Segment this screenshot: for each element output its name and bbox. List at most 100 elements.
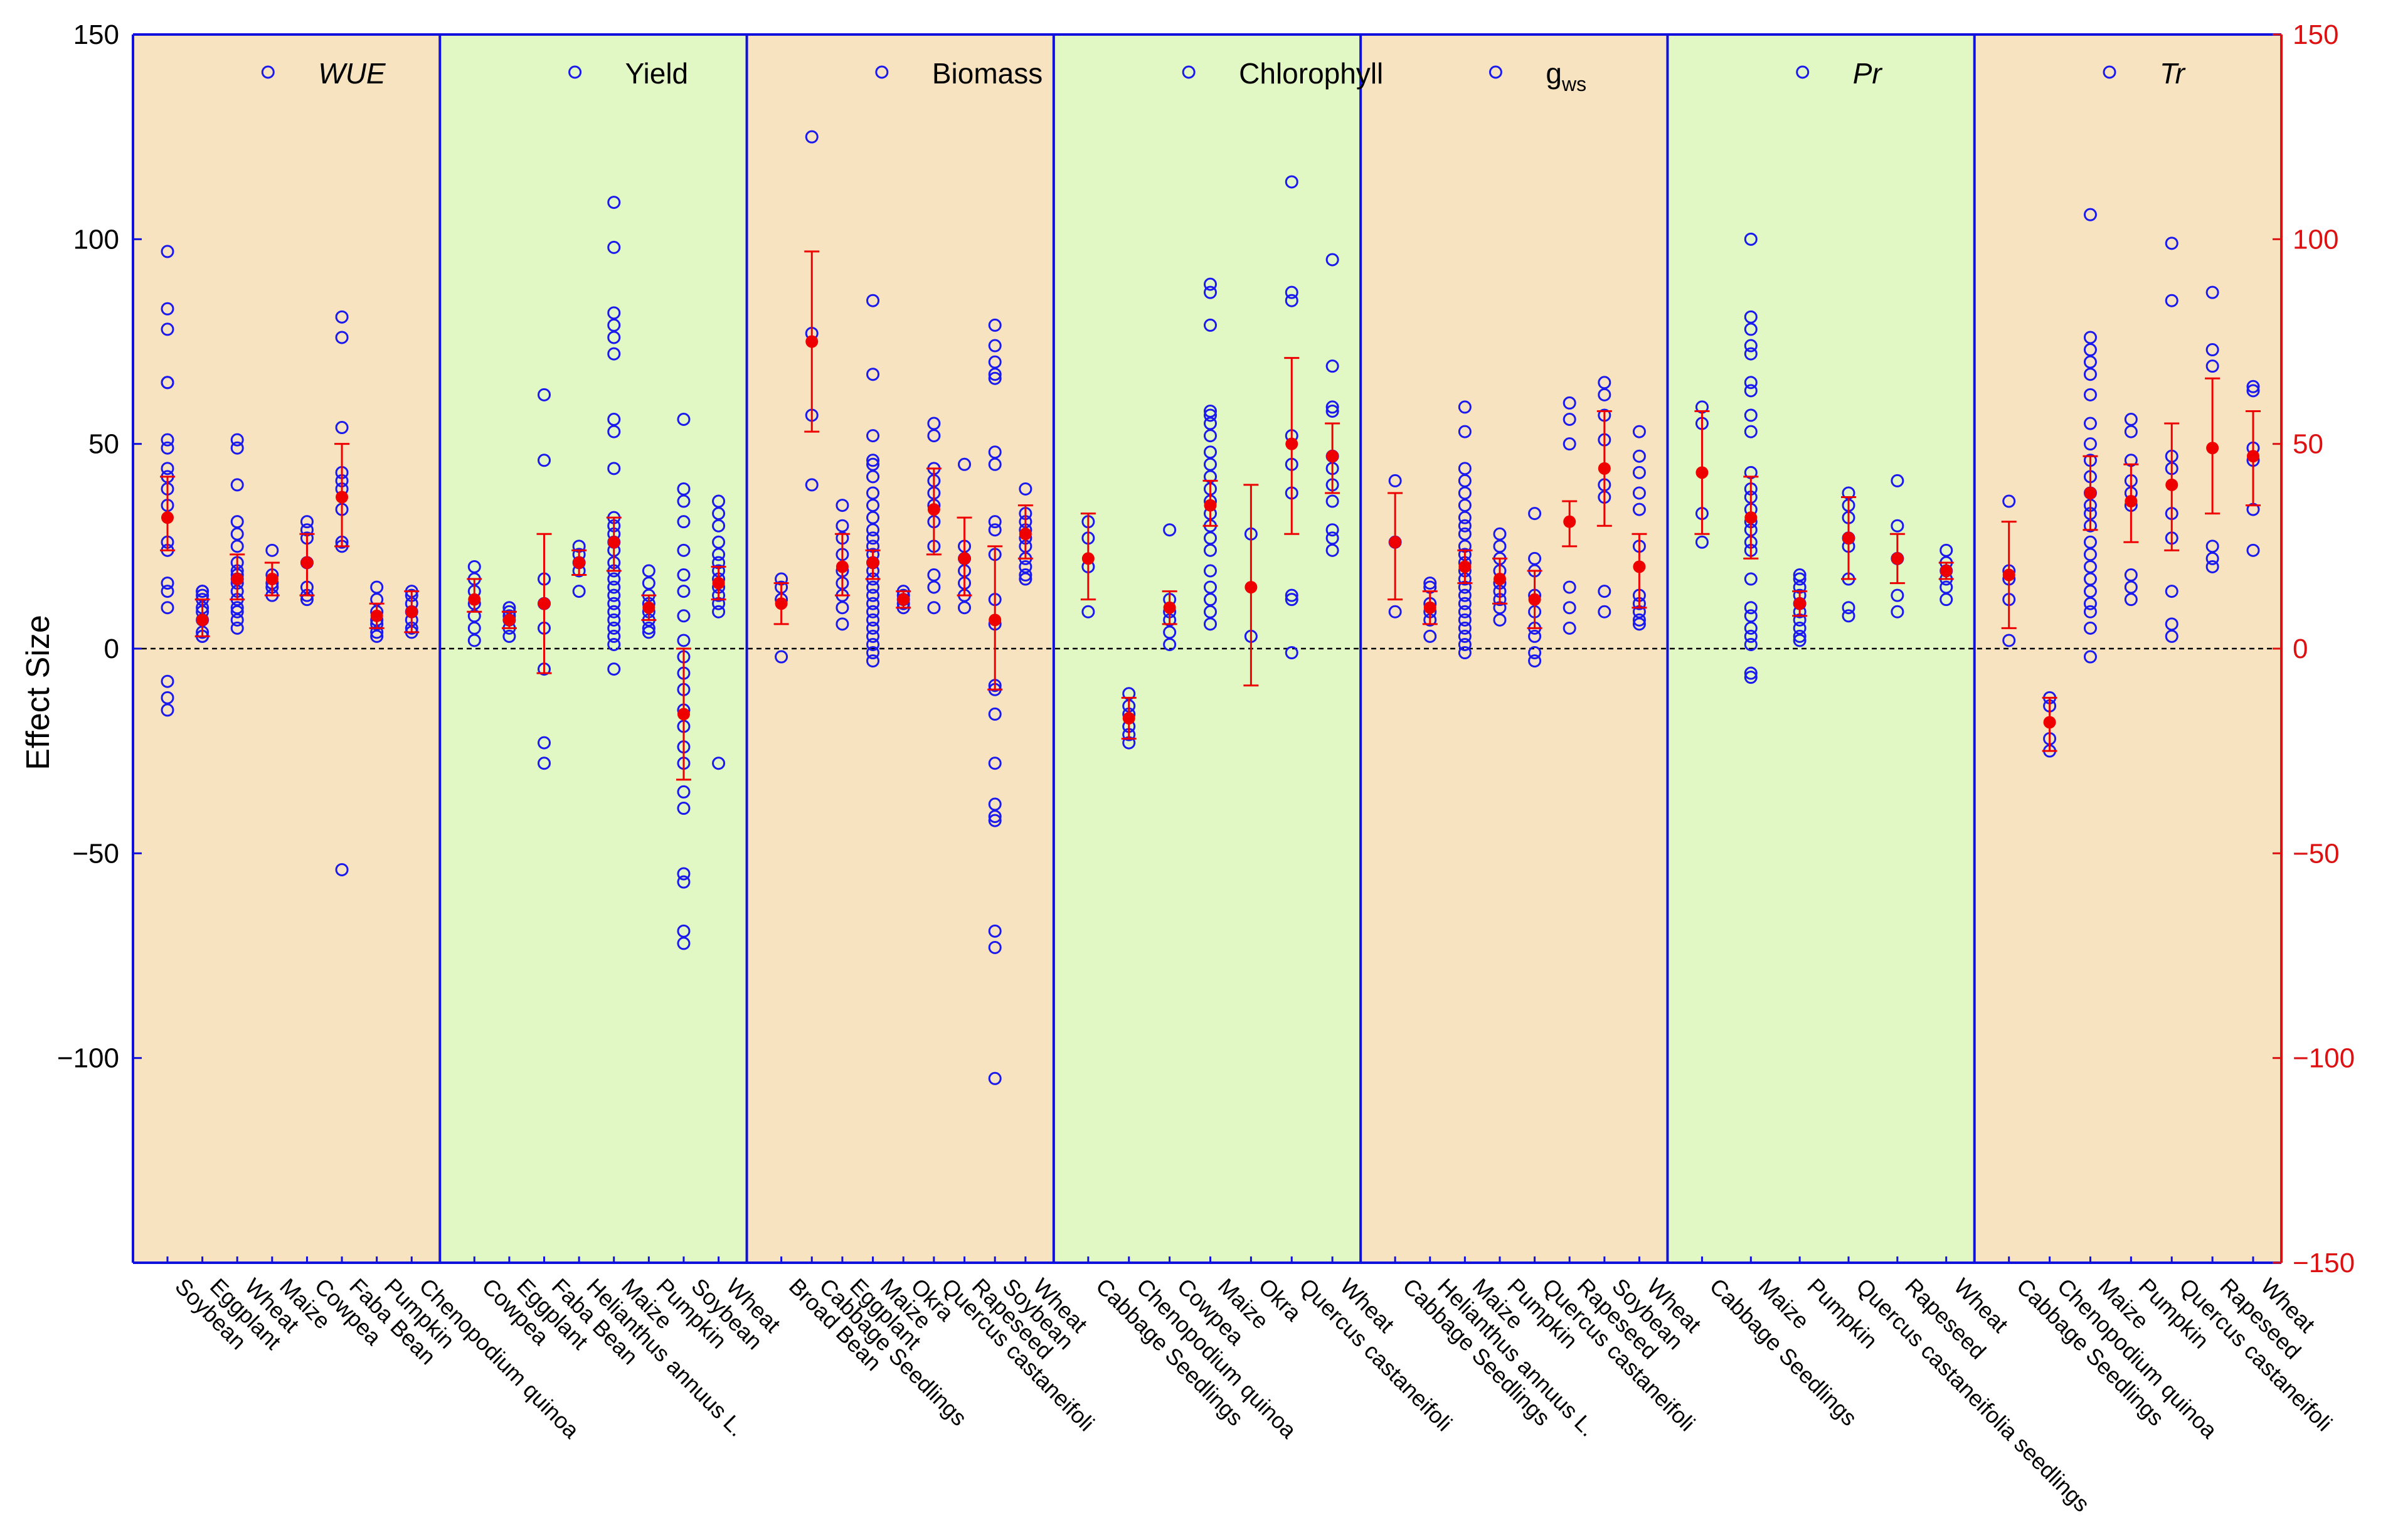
point-wue-wheat-0 — [230, 433, 244, 447]
point-chlorophyll-maize-18 — [1204, 593, 1217, 607]
point-g-ws-maize-15 — [1458, 588, 1472, 602]
right-tick-label-0: 0 — [2293, 634, 2308, 664]
mean-and-ci-markers — [160, 250, 2261, 781]
point-biomass-wheat-0 — [1019, 482, 1032, 496]
point-pr-rapeseed-0 — [1891, 474, 1904, 487]
legend-marker-tr — [2103, 65, 2116, 79]
point-pr-maize-23 — [1744, 666, 1758, 680]
point-g-ws-rapeseed-2 — [1563, 437, 1576, 451]
point-yield-eggplant-5 — [502, 629, 516, 643]
point-wue-wheat-1 — [230, 441, 244, 455]
point-wue-wheat-3 — [230, 515, 244, 529]
point-biomass-maize-20 — [866, 613, 880, 627]
point-g-ws-pumpkin-0 — [1493, 527, 1507, 541]
point-tr-wheat-1 — [2246, 384, 2260, 398]
point-yield-wheat-2 — [712, 519, 726, 533]
mean-wue-chenopodium-quinoa — [405, 605, 418, 619]
point-biomass-soybean-14 — [988, 707, 1002, 721]
mean-chlorophyll-maize — [1204, 499, 1217, 512]
point-biomass-maize-1 — [866, 368, 880, 381]
point-yield-maize-5 — [607, 347, 621, 361]
point-pr-maize-8 — [1744, 425, 1758, 438]
point-yield-maize-16 — [607, 572, 621, 586]
point-tr-cabbage-seedlings-4 — [2002, 634, 2016, 647]
point-g-ws-quercus-castaneifoli-1 — [1528, 551, 1542, 565]
point-tr-maize-4 — [2083, 368, 2097, 381]
point-biomass-maize-23 — [866, 637, 880, 651]
point-biomass-eggplant-1 — [836, 519, 849, 533]
point-g-ws-helianthus-annuus-l-0 — [1423, 576, 1437, 590]
point-tr-maize-21 — [2083, 621, 2097, 635]
mean-wue-eggplant — [196, 613, 209, 627]
point-chlorophyll-quercus-castaneifoli-0 — [1285, 175, 1298, 189]
point-chlorophyll-maize-20 — [1204, 617, 1217, 631]
point-chlorophyll-cowpea-4 — [1163, 625, 1177, 639]
point-yield-soybean-18 — [677, 867, 691, 881]
point-pr-wheat-4 — [1940, 580, 1953, 594]
point-yield-cowpea-0 — [467, 560, 481, 573]
point-wue-wheat-5 — [230, 539, 244, 553]
point-g-ws-maize-7 — [1458, 519, 1472, 533]
point-g-ws-pumpkin-1 — [1493, 539, 1507, 553]
point-g-ws-pumpkin-8 — [1493, 613, 1507, 627]
legend-marker-wue — [261, 65, 275, 79]
point-tr-maize-7 — [2083, 437, 2097, 451]
point-pr-quercus-castaneifolia-seedlings-6 — [1842, 601, 1855, 615]
point-g-ws-maize-8 — [1458, 527, 1472, 541]
point-pr-pumpkin-0 — [1793, 568, 1807, 582]
point-biomass-quercus-castaneifoli-0 — [927, 417, 941, 430]
point-wue-soybean-2 — [161, 322, 174, 336]
point-chlorophyll-wheat-0 — [1325, 253, 1339, 267]
point-wue-soybean-5 — [161, 433, 174, 447]
point-tr-rapeseed-2 — [2205, 359, 2219, 373]
point-biomass-maize-8 — [866, 511, 880, 524]
point-wue-faba-bean-0 — [335, 310, 349, 324]
point-yield-soybean-20 — [677, 924, 691, 938]
point-yield-soybean-17 — [677, 802, 691, 815]
mean-pr-quercus-castaneifolia-seedlings — [1842, 531, 1855, 544]
point-tr-maize-17 — [2083, 572, 2097, 586]
point-yield-maize-7 — [607, 425, 621, 438]
point-chlorophyll-cabbage-seedlings-3 — [1081, 605, 1095, 619]
mean-pr-maize — [1744, 511, 1758, 524]
point-yield-faba-bean-0 — [538, 388, 551, 401]
point-yield-soybean-1 — [677, 482, 691, 496]
point-wue-wheat-14 — [230, 605, 244, 619]
point-g-ws-rapeseed-1 — [1563, 413, 1576, 427]
point-yield-maize-19 — [607, 597, 621, 610]
point-tr-rapeseed-0 — [2205, 285, 2219, 299]
point-biomass-wheat-7 — [1019, 560, 1032, 573]
legend-label-yield: Yield — [625, 57, 689, 90]
point-pr-rapeseed-4 — [1891, 605, 1904, 619]
right-tick-label--100: −100 — [2293, 1043, 2355, 1074]
mean-tr-chenopodium-quinoa — [2043, 716, 2056, 729]
point-chlorophyll-maize-6 — [1204, 429, 1217, 443]
point-yield-maize-25 — [607, 662, 621, 676]
point-g-ws-helianthus-annuus-l-5 — [1423, 629, 1437, 643]
point-g-ws-soybean-6 — [1598, 585, 1611, 598]
point-yield-maize-24 — [607, 637, 621, 651]
mean-chlorophyll-cabbage-seedlings — [1081, 552, 1095, 565]
point-pr-maize-4 — [1744, 347, 1758, 361]
point-biomass-quercus-castaneifoli-1 — [927, 429, 941, 443]
point-pr-maize-17 — [1744, 572, 1758, 586]
point-pr-maize-21 — [1744, 629, 1758, 643]
point-yield-pumpkin-6 — [642, 621, 655, 635]
point-yield-pumpkin-1 — [642, 576, 655, 590]
right-tick-label--150: −150 — [2293, 1248, 2355, 1278]
point-biomass-soybean-5 — [988, 445, 1002, 459]
point-g-ws-maize-18 — [1458, 613, 1472, 627]
point-biomass-maize-18 — [866, 597, 880, 610]
point-tr-pumpkin-1 — [2124, 425, 2138, 438]
point-biomass-maize-3 — [866, 454, 880, 467]
point-g-ws-cabbage-seedlings-2 — [1388, 605, 1402, 619]
point-tr-rapeseed-3 — [2205, 539, 2219, 553]
point-g-ws-cabbage-seedlings-0 — [1388, 474, 1402, 487]
point-yield-soybean-21 — [677, 937, 691, 950]
point-pr-pumpkin-1 — [1793, 572, 1807, 586]
point-tr-maize-15 — [2083, 548, 2097, 561]
point-biomass-maize-0 — [866, 294, 880, 307]
point-biomass-eggplant-8 — [836, 617, 849, 631]
point-yield-wheat-0 — [712, 494, 726, 508]
